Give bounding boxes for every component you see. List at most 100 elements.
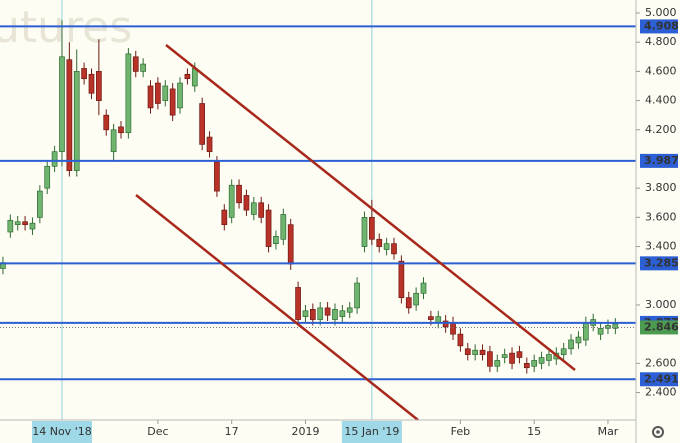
- candle-body: [369, 217, 375, 240]
- candle-body: [568, 339, 574, 350]
- candle-body: [59, 56, 65, 153]
- candle-body: [243, 195, 250, 211]
- candle-body: [103, 114, 110, 131]
- level-label: 3.285: [644, 256, 679, 269]
- candle-body: [236, 184, 242, 204]
- candle-body: [487, 351, 493, 367]
- candle-body: [538, 357, 545, 364]
- candle-body: [155, 82, 161, 104]
- candle-body: [605, 325, 611, 329]
- candle-body: [214, 161, 220, 192]
- x-tick-label: 2019: [291, 425, 319, 438]
- x-tick-label: Mar: [598, 425, 619, 438]
- candle-body: [14, 221, 21, 226]
- level-label-bg: [640, 19, 678, 34]
- candle-body: [66, 59, 73, 172]
- candle-body: [177, 82, 183, 109]
- candle-body: [509, 352, 515, 364]
- candle-body: [442, 320, 449, 328]
- candle-body: [125, 53, 132, 134]
- candle-body: [413, 292, 419, 306]
- candle-body: [206, 136, 213, 153]
- settings-icon[interactable]: [652, 426, 664, 438]
- level-label: 4.908: [644, 19, 679, 32]
- x-tick-label: 14 Nov '18: [32, 425, 91, 438]
- candle-body: [280, 214, 287, 240]
- y-tick-label: 4.800: [645, 35, 677, 48]
- level-label-bg: [640, 256, 678, 271]
- candle-body: [612, 323, 619, 329]
- axes: 5.000 4.800 4.600 4.400 4.200 3.800 3.600 3.400…: [31, 6, 679, 443]
- candle-body: [376, 238, 383, 247]
- level-label: 3.987: [644, 154, 679, 167]
- level-label-bg: [640, 153, 678, 168]
- x-tick-label: 15: [527, 425, 541, 438]
- trend-line: [165, 44, 576, 371]
- candle-body: [494, 360, 501, 367]
- y-tick-label: 5.000: [645, 6, 677, 19]
- candle-body: [472, 349, 479, 355]
- y-tick-label: 3.400: [645, 240, 677, 253]
- candle-body: [88, 73, 95, 94]
- candle-body: [582, 322, 589, 341]
- candle-body: [339, 310, 346, 317]
- candle-body: [332, 308, 338, 320]
- candle-body: [546, 354, 552, 361]
- candle-body: [597, 327, 604, 335]
- candle-body: [228, 184, 235, 218]
- last-price-label: 2.846: [644, 320, 679, 333]
- x-tick-label: 15 Jan '19: [344, 425, 399, 438]
- x-tick-label: Dec: [147, 425, 168, 438]
- trend-line: [135, 194, 419, 421]
- candle-body: [140, 63, 146, 72]
- x-tick-label: Feb: [451, 425, 470, 438]
- plot-area: [0, 0, 636, 420]
- candle-body: [383, 243, 390, 250]
- candle-body: [273, 236, 279, 244]
- candle-body: [428, 316, 434, 320]
- candle-body: [132, 56, 139, 72]
- candle-body: [464, 348, 471, 355]
- candle-body: [221, 209, 228, 226]
- y-tick-label: 3.000: [645, 298, 677, 311]
- candle-body: [516, 351, 523, 358]
- candle-body: [96, 71, 102, 101]
- y-tick-label: 3.600: [645, 210, 677, 223]
- candle-body: [479, 349, 486, 355]
- y-tick-label: 4.600: [645, 64, 677, 77]
- candle-body: [184, 73, 191, 80]
- candle-body: [317, 307, 324, 320]
- candle-body: [287, 224, 294, 265]
- candle-body: [169, 88, 176, 116]
- candle-body: [258, 202, 265, 218]
- candle-body: [560, 348, 567, 355]
- candle-body: [162, 85, 169, 101]
- candle-body: [575, 336, 582, 344]
- candle-body: [81, 68, 87, 80]
- level-label: 2.491: [644, 372, 679, 385]
- level-label-bg: [640, 372, 678, 387]
- candle-body: [73, 71, 80, 172]
- candle-body: [391, 243, 397, 255]
- candle-body: [199, 103, 206, 145]
- candle-body: [29, 222, 36, 230]
- candle-body: [324, 307, 331, 316]
- candle-body: [501, 354, 508, 358]
- candle-body: [523, 363, 530, 369]
- candle-body: [22, 221, 28, 226]
- candle-body: [44, 165, 51, 189]
- y-tick-label: 4.400: [645, 94, 677, 107]
- candle-body: [531, 360, 538, 367]
- candle-body: [147, 85, 154, 109]
- candle-body: [405, 297, 412, 309]
- candle-body: [309, 308, 316, 320]
- watermark: utures: [0, 2, 132, 53]
- candle-body: [265, 209, 272, 247]
- candle-body: [51, 151, 58, 167]
- candle-body: [450, 322, 456, 335]
- candle-body: [7, 219, 14, 233]
- candle-body: [420, 282, 427, 294]
- last-price-bg: [640, 320, 678, 335]
